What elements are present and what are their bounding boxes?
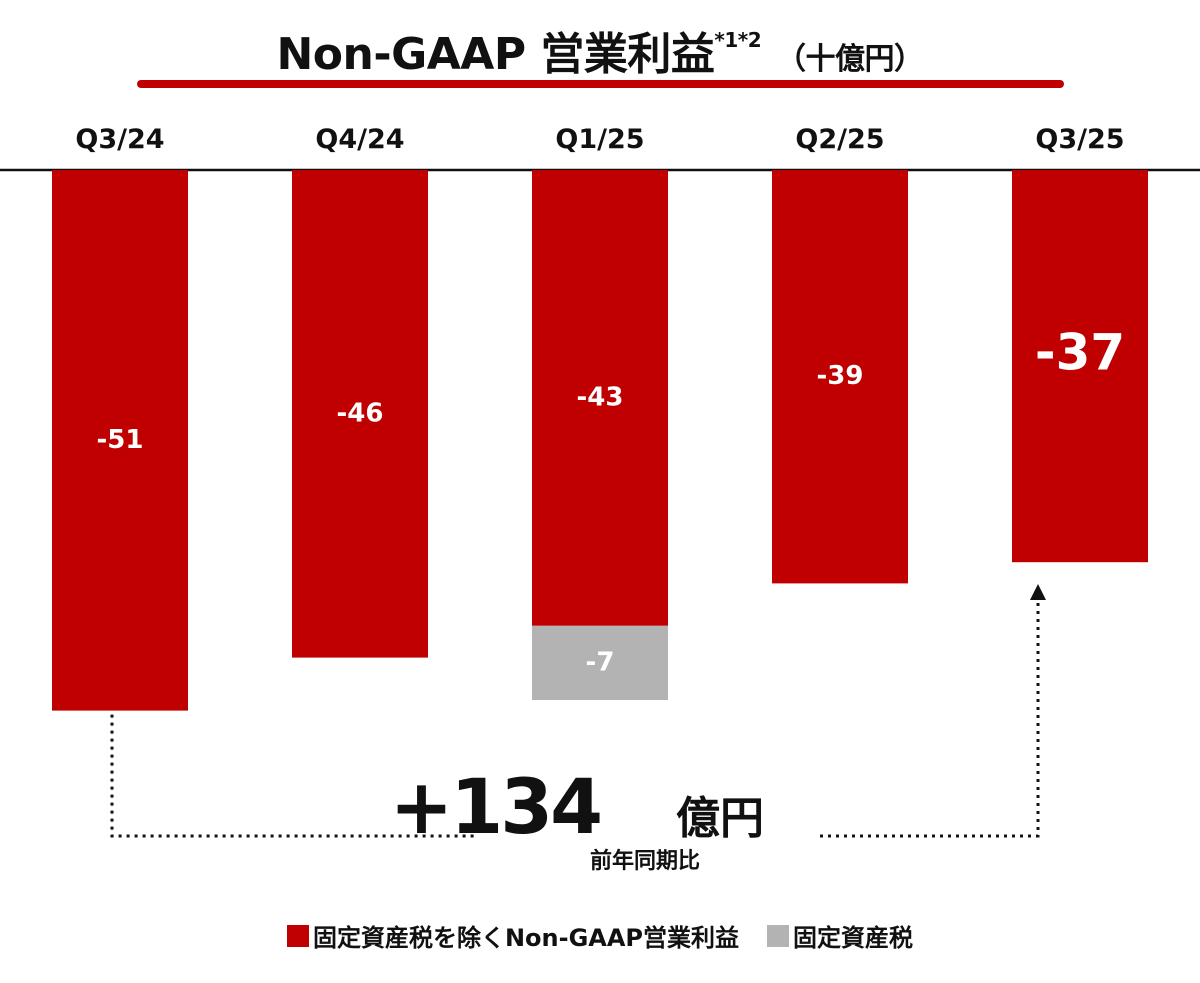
chart-title: Non-GAAP 営業利益*1*2 （十億円） — [0, 18, 1200, 82]
title-underline — [137, 80, 1064, 88]
bar-primary — [292, 170, 428, 658]
connector-arrowhead — [1030, 584, 1046, 600]
legend-item-primary: 固定資産税を除くNon-GAAP営業利益 — [286, 918, 740, 953]
yoy-change-value: +134 — [390, 762, 600, 851]
x-tick-label: Q1/25 — [555, 124, 644, 155]
connector-right — [820, 596, 1040, 838]
chart-title-unit: （十億円） — [776, 42, 924, 77]
bar-primary — [772, 170, 908, 584]
data-label: -37 — [1035, 324, 1125, 382]
chart-title-footnote-marks: *1*2 — [714, 28, 762, 53]
legend-item-secondary: 固定資産税 — [767, 918, 913, 953]
data-label: -46 — [337, 398, 384, 428]
bar-primary — [52, 170, 188, 711]
bar-primary — [1012, 170, 1148, 563]
yoy-change-note: 前年同期比 — [590, 848, 700, 874]
data-label: -51 — [97, 425, 144, 455]
connector-left — [110, 714, 478, 838]
legend-label-primary: 固定資産税を除くNon-GAAP営業利益 — [312, 924, 740, 952]
x-tick-label: Q4/24 — [315, 124, 404, 155]
data-label: -7 — [586, 647, 615, 677]
legend-swatch-secondary — [767, 924, 790, 947]
bar-secondary — [532, 625, 668, 700]
bar-primary — [532, 170, 668, 626]
chart-title-text: Non-GAAP 営業利益 — [276, 29, 715, 80]
legend-swatch-primary — [286, 924, 309, 947]
x-tick-label: Q2/25 — [795, 124, 884, 155]
x-tick-label: Q3/24 — [75, 124, 164, 155]
data-label: -39 — [817, 361, 864, 391]
legend: 固定資産税を除くNon-GAAP営業利益 固定資産税 — [0, 918, 1200, 953]
data-label: -43 — [577, 382, 624, 412]
legend-label-secondary: 固定資産税 — [793, 924, 914, 952]
yoy-change-unit: 億円 — [676, 793, 764, 844]
x-tick-label: Q3/25 — [1035, 124, 1124, 155]
